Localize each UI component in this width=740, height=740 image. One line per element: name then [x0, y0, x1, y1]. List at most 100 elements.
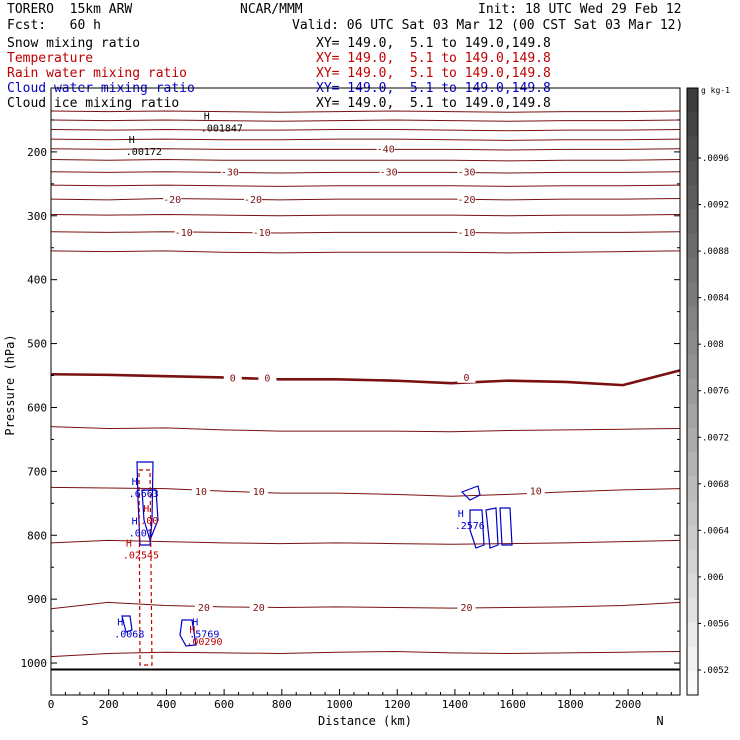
- maximum-marker: H: [192, 617, 198, 628]
- maximum-marker: H: [132, 477, 138, 488]
- forecast-hour: Fcst: 60 h: [7, 18, 101, 33]
- north-label: N: [656, 714, 663, 728]
- temperature-label: -10: [253, 228, 271, 239]
- temperature-label: 20: [198, 603, 210, 614]
- label-mask: [243, 193, 262, 206]
- label-mask: [249, 485, 268, 498]
- temperature-label: -30: [221, 168, 239, 179]
- colorbar-segment: [687, 88, 698, 113]
- x-tick-label: 200: [99, 698, 119, 711]
- y-tick-label: 800: [27, 529, 47, 542]
- x-tick-label: 0: [48, 698, 55, 711]
- maximum-marker: H: [458, 509, 464, 520]
- colorbar-tick-label: .0068: [702, 480, 729, 490]
- colorbar-segment: [687, 185, 698, 210]
- label-mask: [163, 193, 182, 206]
- colorbar-segment: [687, 597, 698, 623]
- y-tick-label: 600: [27, 401, 47, 414]
- colorbar-tick-label: .0052: [702, 666, 729, 676]
- maximum-marker: H: [143, 504, 149, 515]
- colorbar-segment: [687, 379, 698, 405]
- y-axis-label: Pressure (hPa): [3, 334, 17, 435]
- colorbar: .0096 .0092 .0088 .0084 .008 .0076 .0072 .0068.…: [686, 86, 730, 696]
- colorbar-segment: [687, 670, 698, 696]
- moisture-contour: [469, 509, 485, 549]
- colorbar-segment: [687, 136, 698, 162]
- y-tick-label: 400: [27, 274, 47, 287]
- label-mask: [457, 225, 476, 238]
- temperature-label: 20: [460, 603, 472, 614]
- maximum-marker: H: [189, 625, 195, 636]
- colorbar-tick-label: .008: [702, 340, 724, 350]
- x-axis: 0 200 400 600 800 1000 1200 1400 1600 1800 2000: [48, 689, 672, 711]
- maxima-labels: H.001847H.00172H.6663H.00H.001H.02545H.2…: [114, 111, 485, 648]
- temperature-label: -20: [457, 195, 475, 206]
- label-mask: [194, 600, 213, 613]
- maximum-value: .0068: [114, 629, 144, 640]
- label-mask: [457, 370, 476, 383]
- colorbar-tick-label: .0076: [702, 387, 729, 397]
- label-mask: [258, 371, 277, 384]
- field-name-rain: Rain water mixing ratio: [7, 66, 188, 81]
- colorbar-segment: [687, 209, 698, 235]
- valid-time: Valid: 06 UTC Sat 03 Mar 12 (00 CST Sat …: [292, 18, 684, 33]
- label-mask: [457, 193, 476, 206]
- label-mask: [220, 165, 239, 178]
- y-tick-label: 900: [27, 593, 47, 606]
- temperature-contour: [50, 369, 681, 387]
- label-mask: [223, 371, 242, 384]
- label-mask: [457, 165, 476, 178]
- colorbar-segment: [687, 622, 698, 647]
- temperature-contours: [50, 110, 681, 671]
- temperature-label: 10: [195, 487, 207, 498]
- y-tick-label: 500: [27, 338, 47, 351]
- temperature-label: -10: [175, 228, 193, 239]
- temperature-contour: [50, 601, 681, 610]
- maximum-marker: H: [117, 617, 123, 628]
- maximum-value: .6663: [129, 489, 159, 500]
- temperature-label: -30: [380, 168, 398, 179]
- label-mask: [192, 485, 211, 498]
- colorbar-segment: [687, 403, 698, 429]
- field-name-temperature: Temperature: [7, 51, 94, 66]
- temperature-label: 0: [230, 373, 236, 384]
- maximum-value: .00172: [126, 147, 162, 158]
- x-tick-label: 1000: [326, 698, 353, 711]
- temperature-label: 10: [530, 487, 542, 498]
- colorbar-segment: [687, 427, 698, 453]
- temperature-label: 0: [264, 373, 270, 384]
- label-mask: [174, 225, 193, 238]
- colorbar-tick-label: .0088: [702, 247, 729, 257]
- field-name-snow: Snow mixing ratio: [7, 36, 141, 51]
- x-tick-label: 1400: [442, 698, 469, 711]
- colorbar-segment: [687, 549, 698, 575]
- maximum-value: .02545: [123, 550, 159, 561]
- colorbar-segment: [687, 160, 698, 186]
- maximum-value: .00290: [186, 637, 222, 648]
- colorbar-segment: [687, 573, 698, 599]
- temperature-contour: [50, 148, 681, 151]
- moisture-contour: [179, 619, 197, 647]
- moisture-contour: [138, 469, 153, 666]
- temperature-contour: [50, 110, 681, 113]
- temperature-contour: [50, 171, 681, 174]
- y-tick-label: 700: [27, 465, 47, 478]
- field-xy-snow: XY= 149.0, 5.1 to 149.0,149.8: [316, 36, 551, 51]
- colorbar-segment: [687, 306, 698, 332]
- temperature-label: -20: [244, 195, 262, 206]
- temperature-contour: [50, 486, 681, 497]
- temperature-label: 10: [253, 487, 265, 498]
- plot-frame: [50, 87, 681, 696]
- colorbar-unit: g kg-1: [701, 86, 730, 95]
- colorbar-tick-label: .006: [702, 573, 724, 583]
- y-tick-label: 200: [27, 146, 47, 159]
- maximum-marker: H: [129, 135, 135, 146]
- init-time: Init: 18 UTC Wed 29 Feb 12: [478, 2, 682, 17]
- temperature-contour: [50, 119, 681, 122]
- temperature-contour: [50, 159, 681, 162]
- moisture-features: [121, 461, 513, 666]
- moisture-contour: [485, 507, 499, 549]
- colorbar-segment: [687, 112, 698, 138]
- south-label: S: [81, 714, 88, 728]
